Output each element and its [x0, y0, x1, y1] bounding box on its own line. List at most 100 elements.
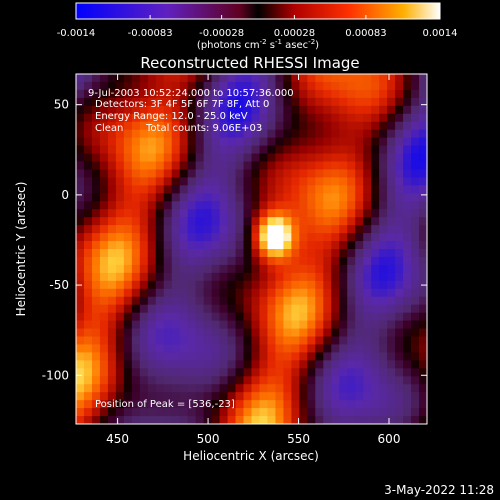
heatmap-cell [291, 400, 300, 409]
heatmap-cell [131, 296, 141, 306]
heatmap-cell [275, 249, 285, 258]
heatmap-cell [235, 320, 245, 330]
x-axis-label: Heliocentric X (arcsec) [183, 449, 319, 463]
heatmap-cell [123, 74, 133, 83]
heatmap-cell [387, 97, 396, 107]
heatmap-cell [123, 288, 133, 298]
heatmap-cell [307, 344, 316, 353]
chart-title: Reconstructed RHESSI Image [140, 54, 359, 72]
heatmap-cell [195, 352, 205, 361]
heatmap-cell [275, 193, 285, 202]
heatmap-cell [355, 121, 364, 131]
heatmap-cell [131, 74, 141, 83]
heatmap-cell [163, 201, 173, 210]
heatmap-cell [91, 161, 101, 171]
heatmap-cell [163, 89, 173, 99]
heatmap-cell [131, 89, 141, 99]
heatmap-cell [267, 97, 277, 107]
colorbar [75, 2, 441, 20]
heatmap-cell [347, 137, 356, 147]
heatmap-cell [299, 217, 308, 226]
heatmap-cell [403, 169, 412, 178]
heatmap-cell [203, 161, 213, 171]
heatmap-cell [147, 169, 157, 178]
heatmap-cell [163, 145, 173, 155]
heatmap-cell [227, 400, 237, 409]
heatmap-cell [371, 296, 380, 306]
heatmap-cell [331, 368, 340, 377]
heatmap-cell [203, 113, 213, 123]
heatmap-cell [107, 264, 117, 274]
heatmap-cell [387, 105, 396, 115]
heatmap-cell [355, 209, 364, 218]
heatmap-cell [139, 105, 149, 115]
heatmap-cell [395, 121, 404, 131]
heatmap-cell [131, 304, 141, 314]
heatmap-cell [363, 280, 372, 290]
heatmap-cell [331, 328, 340, 338]
heatmap-cell [363, 400, 372, 409]
heatmap-cell [243, 392, 253, 401]
heatmap-cell [403, 105, 412, 115]
heatmap-cell [147, 272, 157, 282]
heatmap-cell [323, 97, 332, 107]
heatmap-cell [347, 280, 356, 290]
heatmap-cell [283, 296, 292, 306]
heatmap-cell [219, 264, 229, 274]
heatmap-cell [115, 74, 125, 83]
heatmap-cell [403, 288, 412, 298]
heatmap-cell [131, 360, 141, 369]
heatmap-cell [379, 288, 388, 298]
heatmap-cell [243, 288, 253, 298]
heatmap-cell [267, 177, 277, 186]
heatmap-cell [83, 360, 93, 369]
heatmap-cell [355, 280, 364, 290]
heatmap-cell [411, 280, 420, 290]
heatmap-cell [251, 312, 261, 322]
heatmap-cell [299, 328, 308, 338]
heatmap-cell [99, 225, 109, 234]
heatmap-cell [203, 320, 213, 330]
heatmap-cell [203, 89, 213, 99]
heatmap-cell [227, 153, 237, 163]
heatmap-cell [227, 296, 237, 306]
heatmap-cell [411, 74, 420, 83]
heatmap-cell [355, 201, 364, 210]
heatmap-cell [203, 97, 213, 107]
heatmap-cell [187, 408, 197, 417]
heatmap-cell [387, 241, 396, 250]
heatmap-cell [123, 177, 133, 186]
heatmap-cell [115, 304, 125, 314]
heatmap-cell [267, 360, 277, 369]
heatmap-cell [211, 416, 221, 424]
heatmap-cell [259, 161, 269, 171]
heatmap-cell [131, 217, 141, 226]
heatmap-cell [203, 201, 213, 210]
heatmap-cell [259, 312, 269, 322]
heatmap-cell [195, 249, 205, 258]
heatmap-cell [339, 81, 348, 91]
heatmap-cell [259, 209, 269, 218]
heatmap-cell [275, 129, 285, 139]
heatmap-cell [211, 360, 221, 369]
heatmap-cell [131, 408, 141, 417]
heatmap-cell [99, 352, 109, 361]
heatmap-cell [179, 288, 189, 298]
heatmap-cell [76, 153, 85, 163]
heatmap-cell [179, 185, 189, 194]
heatmap-cell [139, 352, 149, 361]
heatmap-cell [339, 193, 348, 202]
heatmap-cell [83, 81, 93, 91]
heatmap-cell [195, 360, 205, 369]
heatmap-cell [155, 352, 165, 361]
heatmap-cell [171, 288, 181, 298]
heatmap-cell [339, 225, 348, 234]
heatmap-cell [339, 241, 348, 250]
heatmap-cell [331, 129, 340, 139]
heatmap-cell [99, 153, 109, 163]
heatmap-cell [219, 360, 229, 369]
heatmap-cell [267, 264, 277, 274]
heatmap-cell [235, 209, 245, 218]
heatmap-cell [203, 81, 213, 91]
heatmap-cell [251, 392, 261, 401]
